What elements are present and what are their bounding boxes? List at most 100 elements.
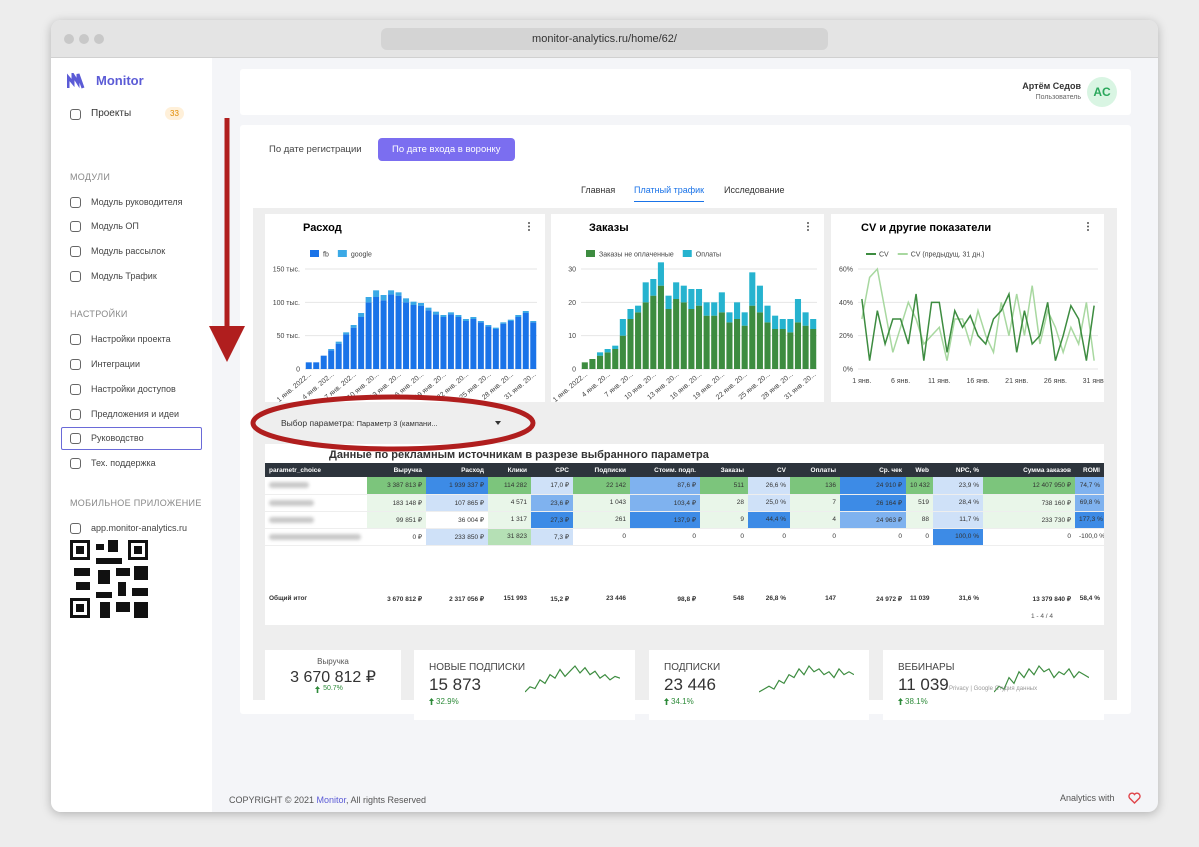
avatar[interactable]: AC [1087,77,1117,107]
bar [500,322,507,324]
total-cell: 24 972 ₽ [876,595,902,603]
table-cell: 36 004 ₽ [426,511,488,529]
kpi-card: НОВЫЕ ПОДПИСКИ 15 873 32.9% [414,650,635,720]
bar [305,362,312,369]
table-cell: 99 851 ₽ [367,511,426,529]
total-cell: 2 317 056 ₽ [449,595,484,603]
bar [695,305,703,369]
bar [447,312,454,315]
filter-button[interactable]: По дате регистрации [269,144,362,155]
blur [269,499,314,506]
y-tick-label: 10 [568,333,576,340]
blur [269,533,361,540]
y-tick-label: 20% [839,333,853,340]
tab-active[interactable]: Платный трафик [634,185,705,202]
blur [269,516,314,523]
table-row: 3 387 813 ₽1 939 337 ₽114 282 17,0 ₽22 14… [265,477,1104,495]
bar [718,292,725,313]
bar [328,349,335,351]
address-bar[interactable]: monitor-analytics.ru/home/62/ [381,28,828,50]
table-cell: 74,7 % [1075,477,1104,495]
bar [810,329,817,369]
bar [604,352,611,369]
select-label: Выбор параметра: [281,418,355,428]
bar [530,322,537,369]
y-tick-label: 60% [839,267,853,274]
tab[interactable]: Исследование [724,185,785,195]
bar [477,322,484,369]
bar [403,298,410,303]
bar [440,315,447,317]
nav-item[interactable]: Настройки проекта [91,334,171,344]
table-cell: 233 850 ₽ [426,528,488,546]
kpi-card: ПОДПИСКИ 23 446 34.1% [649,650,869,720]
nav-icon [70,221,81,232]
nav-icon [70,334,81,345]
filter-button-active[interactable]: По дате входа в воронку [378,138,515,161]
bar [711,315,718,369]
legend-label: CV (предыдущ. 31 дн.) [911,252,985,259]
bar [642,302,649,369]
nav-icon [70,523,81,534]
kpi-value: 15 873 [429,675,481,694]
nav-item[interactable]: Руководство [91,433,144,443]
projects-link[interactable]: Проекты [91,108,132,119]
bar [403,302,410,369]
bar [596,352,604,356]
bar [734,319,741,369]
nav-item[interactable]: Тех. поддержка [91,458,156,468]
kpi-value: 3 670 812 ₽ [290,669,376,686]
nav-icon [70,384,81,395]
tab[interactable]: Главная [581,185,616,195]
bar [373,297,380,369]
nav-item[interactable]: Модуль ОП [91,221,139,231]
bar [787,319,794,333]
x-tick-label: 31 янв. [1083,378,1104,385]
table-cell: 12 407 950 ₽ [983,477,1075,495]
bar [756,285,763,313]
nav-item[interactable]: Интеграции [91,359,140,369]
bar [581,362,588,369]
column-header: Web [906,463,933,477]
menu-dot [1087,222,1089,224]
bar [650,295,657,369]
bar [589,359,596,369]
bar [726,322,733,369]
nav-item[interactable]: app.monitor-analytics.ru [91,523,188,533]
bar [688,289,695,309]
nav-item[interactable]: Настройки доступов [91,384,176,394]
table-cell: 136 [790,477,840,495]
bar [320,355,327,369]
column-header: Оплаты [790,463,840,477]
section-title: МОБИЛЬНОЕ ПРИЛОЖЕНИЕ [70,498,202,508]
blurred-name [265,477,367,495]
bar [335,343,342,369]
bar [779,329,786,369]
y-tick-label: 30 [568,267,576,274]
table-cell: 28,4 % [933,494,983,512]
blurred-name [265,494,367,512]
bar [470,317,477,319]
column-header: Подписки [573,463,630,477]
y-tick-label: 40% [839,300,853,307]
nav-item[interactable]: Предложения и идеи [91,409,180,419]
menu-dot [807,222,809,224]
nav-item[interactable]: Модуль рассылок [91,246,166,256]
up-arrow [898,698,903,705]
bar [764,322,771,369]
logo [67,73,85,89]
parameter-select[interactable]: Выбор параметра: Параметр 3 (кампани... [265,412,515,434]
nav-icon [70,458,81,469]
up-arrow [315,686,320,693]
nav-item[interactable]: Модуль Трафик [91,271,157,281]
kpi-label: ПОДПИСКИ [664,662,721,673]
bar [802,325,809,369]
line-series [861,267,1095,361]
nav-item[interactable]: Модуль руководителя [91,197,183,207]
nav-icon [70,409,81,420]
bar [665,309,672,369]
bar [612,349,619,369]
copyright-brand[interactable]: Monitor [316,795,347,805]
bar [358,317,365,369]
